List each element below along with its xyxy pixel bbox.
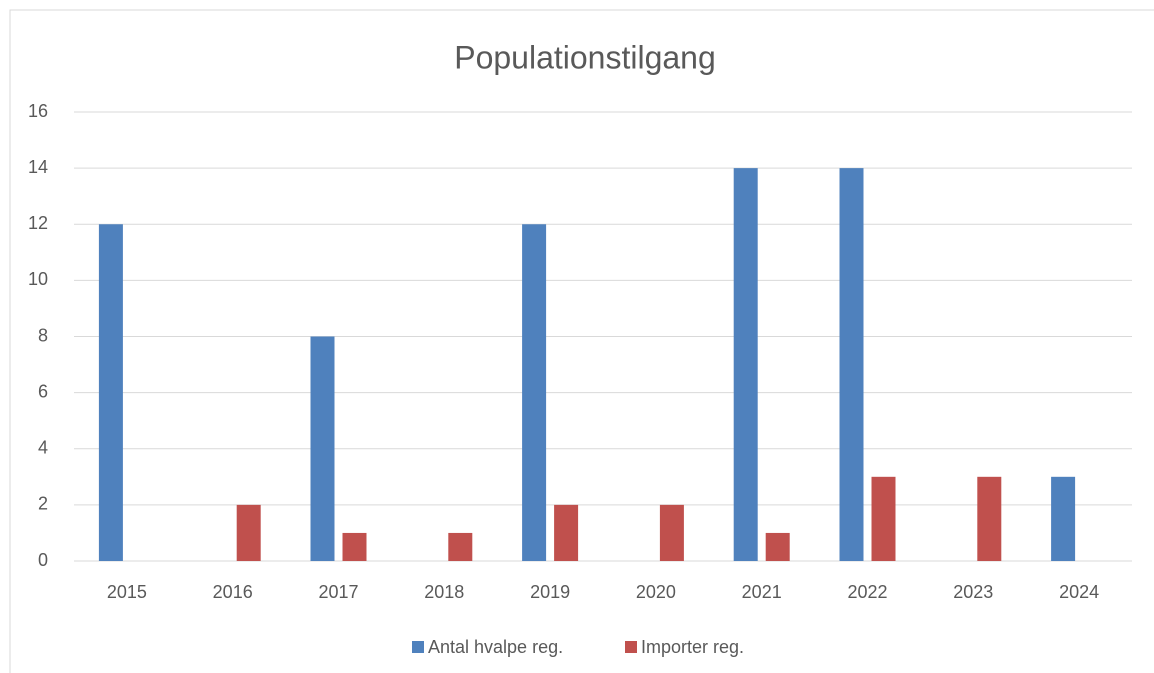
y-tick-label: 10 — [28, 269, 48, 289]
x-tick-label: 2018 — [424, 582, 464, 602]
y-tick-label: 12 — [28, 213, 48, 233]
bar — [733, 168, 758, 561]
x-tick-label: 2023 — [953, 582, 993, 602]
y-tick-label: 4 — [38, 438, 48, 458]
bar — [448, 532, 473, 561]
y-tick-label: 8 — [38, 325, 48, 345]
x-tick-label: 2022 — [847, 582, 887, 602]
bar — [98, 224, 123, 561]
chart-frame — [9, 9, 1154, 673]
y-tick-label: 0 — [38, 550, 48, 570]
x-tick-label: 2016 — [213, 582, 253, 602]
bar — [1051, 476, 1076, 561]
bar — [554, 504, 579, 561]
bar — [659, 504, 684, 561]
y-tick-label: 6 — [38, 381, 48, 401]
y-tick-label: 14 — [28, 157, 48, 177]
bar — [977, 476, 1002, 561]
bar — [522, 224, 547, 561]
y-tick-label: 2 — [38, 494, 48, 514]
legend-swatch — [412, 641, 424, 653]
bar — [839, 168, 864, 561]
bar — [871, 476, 896, 561]
legend-label: Antal hvalpe reg. — [428, 637, 563, 657]
bar — [310, 336, 335, 561]
legend-swatch — [625, 641, 637, 653]
x-tick-label: 2021 — [742, 582, 782, 602]
y-tick-label: 16 — [28, 101, 48, 121]
chart-title: Populationstilgang — [454, 39, 716, 75]
bar — [236, 504, 261, 561]
x-tick-label: 2015 — [107, 582, 147, 602]
x-tick-label: 2019 — [530, 582, 570, 602]
x-tick-label: 2024 — [1059, 582, 1099, 602]
legend-label: Importer reg. — [641, 637, 744, 657]
bar — [765, 532, 790, 561]
x-tick-label: 2017 — [318, 582, 358, 602]
x-tick-label: 2020 — [636, 582, 676, 602]
bar — [342, 532, 367, 561]
